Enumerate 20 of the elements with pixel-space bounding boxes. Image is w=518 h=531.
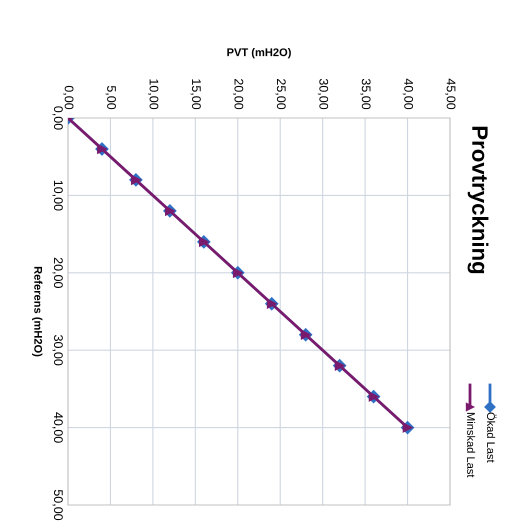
y-tick-label: 10,00 [52, 180, 63, 211]
y-tick-label: 50,00 [52, 490, 63, 520]
x-tick-label: 15,00 [190, 79, 201, 110]
x-axis-title: PVT (mH2O) [227, 48, 291, 58]
x-tick-label: 5,00 [106, 86, 116, 110]
y-axis-title: Referens (mH2O) [32, 266, 42, 356]
x-tick-label: 25,00 [275, 79, 286, 110]
x-tick-label: 10,00 [148, 79, 158, 110]
x-tick-label: 40,00 [402, 78, 414, 110]
x-tick-label: 30,00 [318, 78, 328, 110]
legend-label: Ökad Last [487, 412, 496, 463]
x-tick-label: 35,00 [360, 78, 371, 110]
y-tick-label: 40,00 [52, 412, 63, 443]
text: Provtryckning [468, 126, 488, 274]
y-tick-label: 30,00 [52, 335, 63, 366]
x-tick-label: 45,00 [445, 78, 456, 110]
legend-label: Minskad Last [467, 412, 476, 478]
x-tick-label: 20,00 [232, 79, 244, 110]
y-tick-label: 20,00 [52, 258, 63, 288]
y-tick-label: 0,00 [52, 106, 63, 130]
